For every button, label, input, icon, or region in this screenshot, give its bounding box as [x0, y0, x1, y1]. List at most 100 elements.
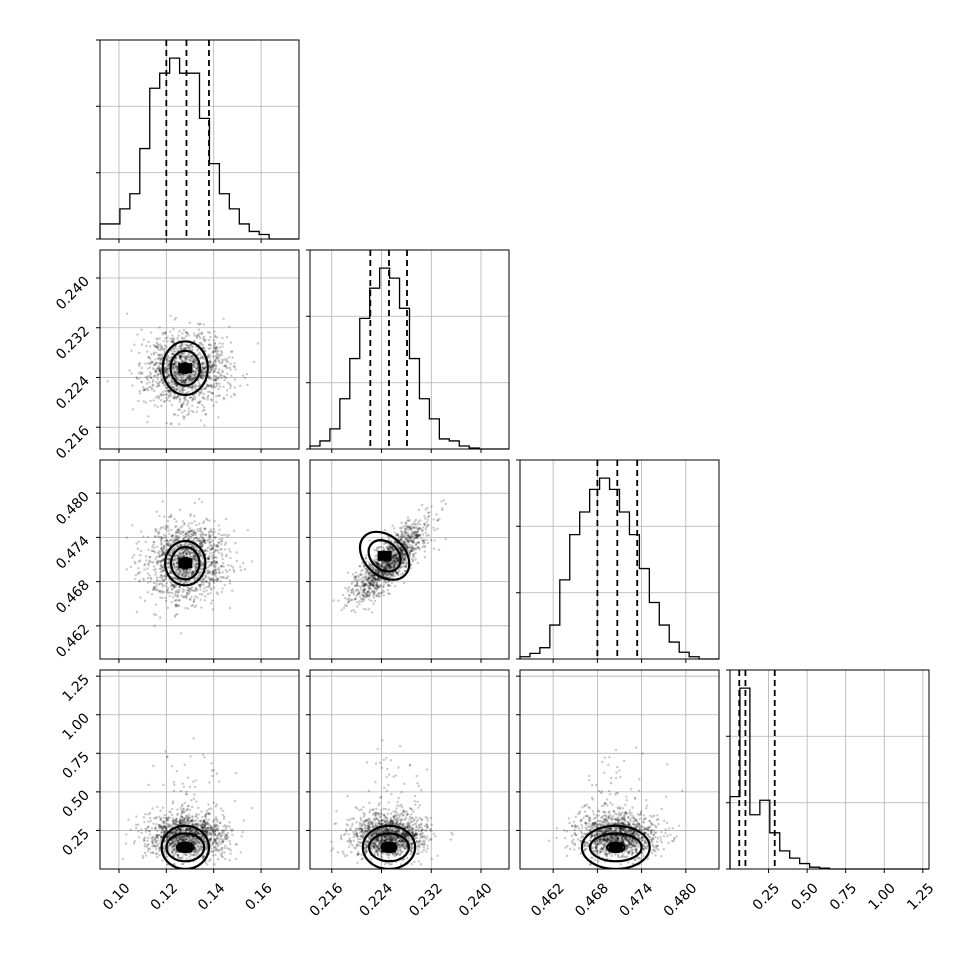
scatter-point	[390, 546, 394, 549]
scatter-point	[367, 594, 370, 597]
scatter-point	[171, 838, 174, 842]
scatter-point	[411, 535, 414, 539]
scatter-point	[404, 529, 407, 532]
scatter-point	[212, 819, 216, 822]
scatter-point	[215, 384, 218, 388]
scatter-point	[417, 540, 420, 544]
scatter-point	[181, 390, 184, 394]
scatter-point	[191, 345, 194, 348]
scatter-point	[403, 557, 406, 561]
scatter-point	[412, 541, 415, 544]
scatter-point	[170, 534, 174, 538]
scatter-point	[158, 834, 162, 837]
scatter-point	[411, 540, 414, 543]
scatter-point	[399, 546, 403, 549]
scatter-point	[161, 596, 164, 600]
scatter-point	[352, 590, 355, 593]
scatter-point	[168, 570, 172, 573]
scatter-point	[408, 536, 412, 540]
scatter-point	[173, 539, 176, 543]
scatter-point	[186, 592, 189, 595]
scatter-point	[202, 538, 205, 542]
scatter-point	[404, 530, 407, 534]
scatter-point	[179, 355, 182, 359]
scatter-point	[216, 568, 219, 571]
scatter-point	[388, 566, 392, 570]
scatter-point	[179, 376, 183, 379]
scatter-point	[168, 594, 171, 598]
scatter-point	[176, 828, 179, 831]
scatter-point	[159, 561, 162, 564]
scatter-point	[186, 344, 189, 348]
scatter-point	[368, 570, 372, 574]
scatter-point	[368, 572, 371, 576]
scatter-point	[377, 563, 381, 566]
scatter-point	[209, 839, 212, 842]
scatter-point	[217, 387, 220, 391]
scatter-point	[364, 575, 368, 578]
scatter-point	[387, 560, 391, 563]
scatter-point	[408, 535, 411, 538]
scatter-point	[403, 565, 406, 568]
scatter-point	[383, 562, 386, 566]
scatter-point	[390, 562, 394, 565]
scatter-point	[400, 550, 403, 553]
scatter-point	[168, 557, 171, 561]
scatter-point	[354, 584, 357, 587]
scatter-point	[394, 585, 397, 588]
scatter-point	[199, 375, 202, 379]
scatter-point	[184, 829, 188, 832]
scatter-point	[402, 534, 405, 538]
scatter-point	[172, 560, 175, 563]
scatter-point	[389, 573, 392, 577]
scatter-point	[396, 558, 399, 562]
scatter-point	[165, 376, 168, 380]
scatter-point	[399, 548, 403, 552]
scatter-point	[365, 560, 368, 564]
scatter-point	[363, 583, 367, 587]
scatter-point	[171, 337, 174, 341]
scatter-point	[161, 806, 165, 809]
scatter-point	[380, 563, 383, 567]
scatter-point	[391, 556, 394, 560]
scatter-point	[208, 832, 212, 835]
scatter-point	[212, 555, 216, 559]
scatter-point	[368, 589, 371, 592]
scatter-point	[360, 584, 363, 587]
scatter-point	[159, 399, 163, 402]
scatter-point	[151, 367, 155, 370]
scatter-point	[355, 594, 358, 597]
scatter-point	[359, 572, 362, 576]
scatter-point	[194, 373, 197, 376]
scatter-point	[367, 581, 371, 585]
scatter-point	[365, 594, 369, 597]
scatter-point	[408, 551, 411, 555]
scatter-point	[396, 573, 399, 576]
scatter-point	[170, 551, 174, 555]
scatter-point	[180, 377, 183, 381]
scatter-point	[188, 589, 192, 593]
scatter-point	[213, 863, 216, 866]
scatter-point	[192, 555, 195, 558]
scatter-point	[133, 343, 136, 346]
scatter-point	[210, 391, 213, 395]
scatter-point	[422, 539, 425, 542]
scatter-point	[191, 399, 194, 402]
scatter-point	[175, 568, 178, 572]
scatter-point	[195, 819, 198, 822]
scatter-point	[159, 555, 162, 558]
scatter-point	[371, 567, 375, 571]
scatter-point	[159, 372, 162, 376]
scatter-point	[367, 576, 370, 579]
scatter-point	[203, 424, 206, 427]
scatter-point	[147, 548, 150, 551]
scatter-point	[192, 364, 195, 367]
scatter-point	[200, 341, 203, 345]
scatter-point	[200, 822, 204, 826]
scatter-point	[196, 838, 200, 842]
scatter-point	[183, 346, 187, 349]
scatter-point	[231, 356, 234, 359]
scatter-point	[206, 572, 209, 575]
scatter-point	[211, 608, 215, 611]
scatter-point	[432, 547, 436, 551]
